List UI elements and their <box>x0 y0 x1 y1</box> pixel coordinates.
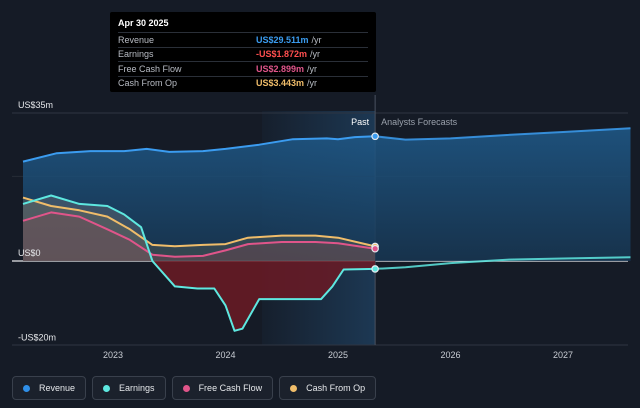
earnings-point <box>371 265 379 273</box>
tooltip-value: US$29.511m <box>256 34 309 45</box>
tooltip-unit: /yr <box>311 34 322 45</box>
tooltip-row-revenue: Revenue US$29.511m /yr <box>118 32 368 47</box>
legend-item-revenue[interactable]: Revenue <box>12 376 87 400</box>
x-tick-label: 2025 <box>328 350 348 360</box>
legend-label: Revenue <box>39 383 76 393</box>
y-tick-label: -US$20m <box>18 333 56 343</box>
revenue-line <box>22 135 376 163</box>
legend-label: Cash From Op <box>306 383 366 393</box>
tooltip-value: -US$1.872m <box>256 49 308 60</box>
area-layer <box>23 128 631 331</box>
forecast-label: Analysts Forecasts <box>381 117 458 127</box>
revenue-point <box>371 132 379 141</box>
tooltip-row-earnings: Earnings -US$1.872m /yr <box>118 46 368 62</box>
legend-label: Earnings <box>119 383 155 393</box>
earnings-forecast-line <box>375 256 631 270</box>
revenue-dot-icon <box>23 384 30 392</box>
y-tick-label: US$35m <box>18 100 53 110</box>
past-label: Past <box>351 117 370 127</box>
free-cash-flow-point <box>371 244 379 253</box>
cfo-area <box>23 197 376 261</box>
tooltip-value: US$3.443m <box>256 78 305 89</box>
earnings-positive-area <box>23 195 376 261</box>
tooltip: Apr 30 2025 Revenue US$29.511m /yr Earni… <box>110 12 376 92</box>
tooltip-date: Apr 30 2025 <box>118 18 169 28</box>
label-layer: US$35m US$0 -US$20m 2023 2024 2025 2026 2027 Pas… <box>18 100 573 360</box>
revenue-forecast-line <box>374 127 631 141</box>
earnings-dot-icon <box>103 384 111 392</box>
x-tick-label: 2027 <box>553 350 573 360</box>
free-cash-flow-line <box>22 211 376 258</box>
cash-from-op-dot-icon <box>290 384 298 392</box>
free-cash-flow-dot-icon <box>182 384 190 392</box>
tooltip-row-cash-from-op: Cash From Op US$3.443m /yr <box>118 75 368 91</box>
x-tick-label: 2023 <box>103 350 123 360</box>
legend-item-cash-from-op[interactable]: Cash From Op <box>279 376 377 400</box>
x-tick-label: 2026 <box>440 350 460 360</box>
tooltip-value: US$2.899m <box>256 63 305 74</box>
cash-from-op-line <box>22 196 376 248</box>
y-tick-label: US$0 <box>18 248 41 258</box>
legend-item-free-cash-flow[interactable]: Free Cash Flow <box>171 376 274 400</box>
tooltip-unit: /yr <box>310 49 321 60</box>
tooltip-unit: /yr <box>307 78 318 89</box>
x-tick-label: 2024 <box>215 350 235 360</box>
legend-item-earnings[interactable]: Earnings <box>92 376 166 400</box>
earnings-line <box>22 194 376 332</box>
revenue-area <box>23 128 631 261</box>
legend: Revenue Earnings Free Cash Flow Cash Fro… <box>12 376 377 400</box>
tooltip-unit: /yr <box>307 63 318 74</box>
line-layer <box>22 127 631 332</box>
tooltip-label: Free Cash Flow <box>118 63 182 74</box>
tooltip-label: Revenue <box>118 34 155 45</box>
fcf-area <box>23 212 376 261</box>
earnings-negative-area <box>23 261 376 331</box>
legend-label: Free Cash Flow <box>198 383 263 393</box>
tooltip-label: Cash From Op <box>118 78 178 89</box>
tooltip-label: Earnings <box>118 49 154 60</box>
tooltip-row-free-cash-flow: Free Cash Flow US$2.899m /yr <box>118 61 368 76</box>
